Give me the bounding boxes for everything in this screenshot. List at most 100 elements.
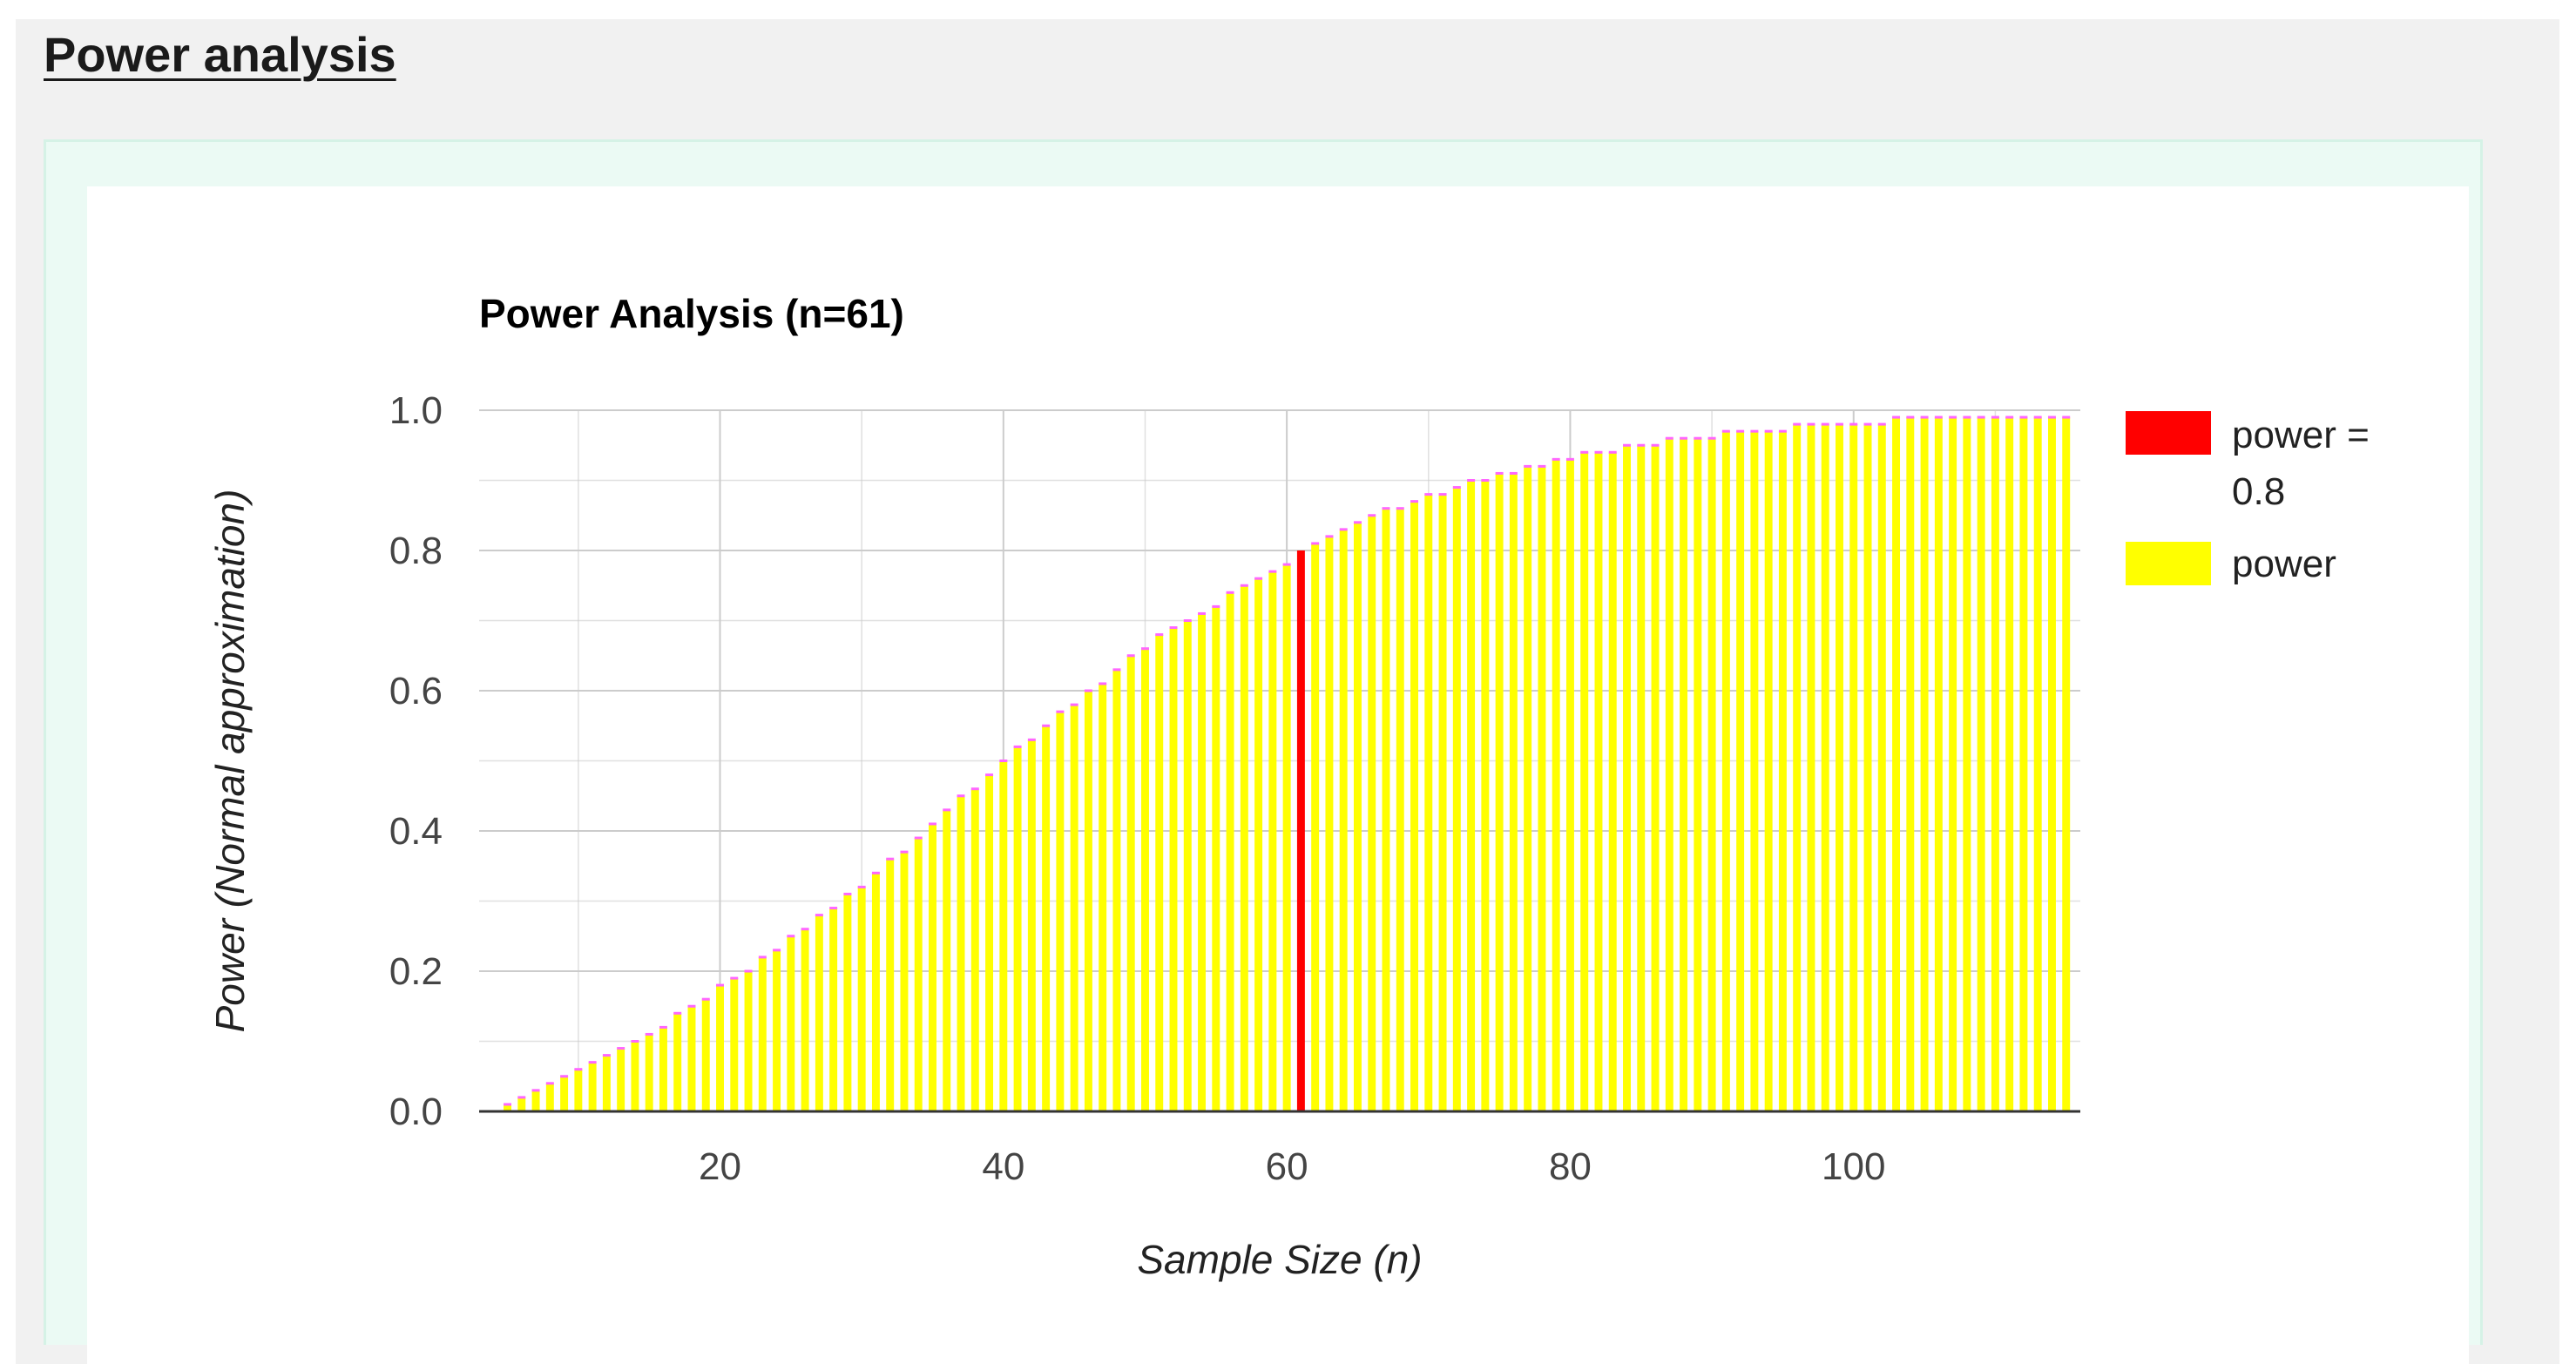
power-bar-cap bbox=[588, 1061, 597, 1064]
power-bar bbox=[1524, 466, 1532, 1111]
power-bar-cap bbox=[744, 969, 753, 973]
section-title: Power analysis bbox=[44, 27, 396, 82]
power-bar bbox=[914, 838, 923, 1111]
power-bar-cap bbox=[1707, 436, 1716, 440]
power-bar-cap bbox=[560, 1075, 569, 1078]
power-bar-cap bbox=[815, 914, 823, 917]
power-bar-cap bbox=[504, 1103, 512, 1106]
y-tick-label: 1.0 bbox=[389, 389, 443, 432]
power-bar bbox=[1707, 438, 1716, 1111]
power-bar-cap bbox=[1339, 528, 1348, 531]
power-bar-cap bbox=[1892, 415, 1901, 419]
power-bar bbox=[1353, 522, 1362, 1111]
power-bar bbox=[602, 1055, 611, 1111]
power-bar bbox=[1949, 417, 1957, 1111]
power-bar-cap bbox=[517, 1096, 526, 1099]
power-bar-cap bbox=[1467, 479, 1476, 482]
power-bar bbox=[1042, 726, 1051, 1111]
y-tick-label: 0.4 bbox=[389, 810, 443, 853]
power-bar-cap bbox=[2062, 415, 2071, 419]
power-bar bbox=[673, 1013, 682, 1111]
power-bar-cap bbox=[1311, 542, 1320, 545]
legend-label-highlight: power = 0.8 bbox=[2232, 414, 2370, 513]
power-bar-cap bbox=[1665, 436, 1673, 440]
power-bar bbox=[1226, 592, 1234, 1111]
power-bar-cap bbox=[2033, 415, 2042, 419]
power-bar-cap bbox=[1070, 703, 1078, 706]
power-bar-cap bbox=[1778, 429, 1787, 433]
power-bar bbox=[1637, 445, 1646, 1111]
power-bar bbox=[1013, 746, 1022, 1111]
power-bar-cap bbox=[914, 836, 923, 840]
power-bar-cap bbox=[1594, 450, 1603, 454]
power-bar-cap bbox=[943, 808, 951, 812]
power-bar-cap bbox=[1934, 415, 1943, 419]
power-bar-cap bbox=[1736, 429, 1745, 433]
power-bar bbox=[1070, 705, 1078, 1111]
power-bar bbox=[1467, 480, 1476, 1111]
power-bar bbox=[2033, 417, 2042, 1111]
power-bar bbox=[1623, 445, 1631, 1111]
power-bar bbox=[1410, 501, 1418, 1111]
chart-card: 0.0 0.2 0.4 0.6 0.8 1.0 20 40 60 80 100 Power Analy… bbox=[87, 186, 2469, 1364]
y-tick-label: 0.0 bbox=[389, 1091, 443, 1133]
power-bar-cap bbox=[1013, 745, 1022, 748]
power-bar bbox=[843, 894, 852, 1111]
power-analysis-chart: 0.0 0.2 0.4 0.6 0.8 1.0 20 40 60 80 100 Power Analy… bbox=[207, 291, 2370, 1282]
power-bar bbox=[2005, 417, 2014, 1111]
y-tick-label: 0.8 bbox=[389, 530, 443, 572]
power-bar bbox=[1325, 536, 1334, 1111]
power-bar-cap bbox=[602, 1054, 611, 1057]
power-bar bbox=[1155, 634, 1164, 1111]
power-bar bbox=[1027, 739, 1036, 1111]
power-bar-cap bbox=[1396, 507, 1404, 510]
power-bar bbox=[1580, 452, 1589, 1111]
power-bar bbox=[504, 1104, 512, 1111]
power-bar bbox=[1126, 655, 1135, 1111]
power-bar bbox=[1849, 424, 1858, 1112]
y-tick-label: 0.6 bbox=[389, 670, 443, 712]
power-bar bbox=[787, 935, 795, 1111]
power-bar bbox=[1821, 424, 1829, 1112]
power-bar-cap bbox=[1495, 471, 1504, 475]
power-bar bbox=[1311, 543, 1320, 1111]
power-bar bbox=[1906, 417, 1915, 1111]
power-bar bbox=[1169, 627, 1178, 1111]
power-bar-cap bbox=[1254, 577, 1263, 580]
power-bar bbox=[560, 1076, 569, 1111]
power-bar-cap bbox=[1198, 611, 1207, 615]
power-bar-cap bbox=[1410, 500, 1418, 503]
power-bar-cap bbox=[673, 1011, 682, 1015]
power-bar bbox=[574, 1069, 583, 1111]
power-bar bbox=[829, 908, 838, 1111]
power-bar bbox=[1651, 445, 1660, 1111]
power-bar-cap bbox=[970, 787, 979, 791]
power-bar bbox=[999, 760, 1008, 1111]
power-bar bbox=[1099, 683, 1107, 1111]
power-bar-cap bbox=[1183, 619, 1192, 622]
power-bar bbox=[1212, 606, 1220, 1111]
power-bar bbox=[758, 956, 767, 1111]
power-bar-cap bbox=[1721, 429, 1730, 433]
power-bar bbox=[2047, 417, 2056, 1111]
power-bar-cap bbox=[1750, 429, 1759, 433]
power-bar-cap bbox=[1382, 507, 1390, 510]
power-bar-cap bbox=[801, 928, 809, 931]
power-bar bbox=[1750, 431, 1759, 1111]
power-bar-cap bbox=[843, 892, 852, 895]
power-bar-cap bbox=[871, 871, 880, 874]
power-bar bbox=[1721, 431, 1730, 1111]
power-bar bbox=[1084, 691, 1092, 1111]
power-bar-cap bbox=[574, 1068, 583, 1071]
power-bar bbox=[1793, 424, 1802, 1112]
power-bar-cap bbox=[1623, 443, 1631, 447]
power-bar bbox=[801, 928, 809, 1111]
power-bar-cap bbox=[716, 983, 724, 987]
power-bar-cap bbox=[645, 1032, 653, 1036]
power-bar bbox=[716, 985, 724, 1111]
power-bar bbox=[1764, 431, 1773, 1111]
highlight-bar bbox=[1296, 550, 1305, 1111]
power-bar-cap bbox=[1764, 429, 1773, 433]
power-bar-cap bbox=[1353, 521, 1362, 524]
power-bar-cap bbox=[1863, 422, 1872, 426]
